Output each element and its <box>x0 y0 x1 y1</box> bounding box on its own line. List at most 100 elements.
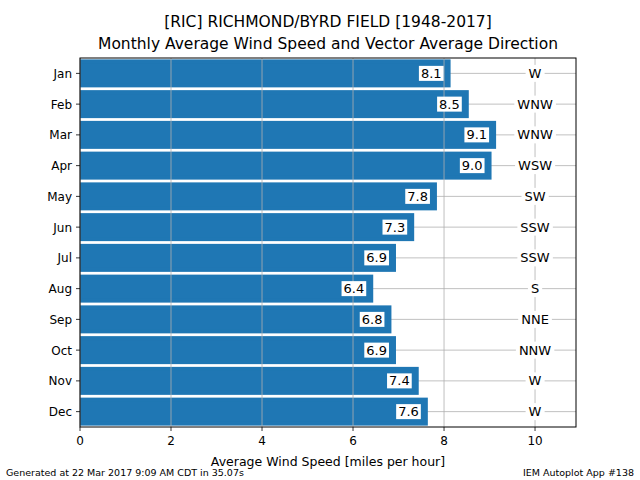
direction-label-bg <box>516 342 554 359</box>
bar <box>80 246 394 270</box>
direction-label: NNW <box>519 343 551 358</box>
footnote-right: IEM Autoplot App #138 <box>523 467 634 478</box>
title: [RIC] RICHMOND/BYRD FIELD [1948-2017] <box>164 13 492 31</box>
y-tick-label: Dec <box>49 405 72 419</box>
bar <box>80 277 371 301</box>
bar <box>80 400 426 424</box>
direction-label: WNW <box>517 127 553 142</box>
data-label-bg <box>364 250 389 265</box>
direction-label-bg <box>517 219 553 236</box>
y-tick <box>76 134 80 135</box>
direction-label-bg <box>528 280 542 297</box>
y-tick-label: Jan <box>53 67 73 81</box>
y-tick <box>76 411 80 412</box>
x-tick-label: 10 <box>527 434 542 448</box>
x-tick <box>262 427 263 431</box>
bar <box>80 338 394 362</box>
y-tick-label: May <box>47 190 72 204</box>
data-label-bg <box>364 343 389 358</box>
bar <box>80 92 467 116</box>
data-label: 6.9 <box>366 343 387 358</box>
bar <box>80 154 490 178</box>
data-label: 8.1 <box>421 66 442 81</box>
direction-label: SSW <box>520 220 550 235</box>
direction-label-bg <box>521 188 548 205</box>
x-tick <box>171 427 172 431</box>
data-label-bg <box>437 97 462 112</box>
subtitle: Monthly Average Wind Speed and Vector Av… <box>98 35 558 53</box>
data-label-bg <box>460 158 485 173</box>
x-tick-label: 6 <box>349 434 357 448</box>
direction-label: WNW <box>517 97 553 112</box>
data-label-bg <box>419 66 444 81</box>
grid-line-x <box>171 58 172 427</box>
bar <box>80 61 449 85</box>
data-label: 7.8 <box>407 189 428 204</box>
y-tick <box>76 165 80 166</box>
y-tick-label: Nov <box>49 374 72 388</box>
x-tick-label: 2 <box>167 434 175 448</box>
direction-label-bg <box>515 157 555 174</box>
y-tick <box>76 73 80 74</box>
footnote-left: Generated at 22 Mar 2017 9:09 AM CDT in … <box>6 467 244 478</box>
data-label: 9.1 <box>466 127 487 142</box>
direction-label: SSW <box>520 250 550 265</box>
direction-label-bg <box>526 403 545 420</box>
x-tick <box>353 427 354 431</box>
bars <box>80 61 494 423</box>
chart-container: WWNWWNWWSWSWSSWSSWSNNENNWWW8.18.59.19.07… <box>0 0 640 480</box>
x-tick <box>80 427 81 431</box>
direction-label: S <box>531 281 539 296</box>
y-tick-label: Mar <box>49 128 72 142</box>
grid-line-x <box>444 58 445 427</box>
y-tick-label: Aug <box>49 282 72 296</box>
y-tick <box>76 196 80 197</box>
data-label: 8.5 <box>439 97 460 112</box>
y-tick-label: Feb <box>51 98 72 112</box>
y-tick <box>76 227 80 228</box>
direction-label-bg <box>517 249 553 266</box>
data-label: 6.4 <box>344 281 365 296</box>
grid-line-x <box>535 58 536 427</box>
data-label: 7.6 <box>398 404 419 419</box>
y-tick <box>76 350 80 351</box>
y-tick <box>76 380 80 381</box>
direction-label: W <box>529 404 542 419</box>
y-tick <box>76 257 80 258</box>
y-tick <box>76 104 80 105</box>
direction-label: W <box>529 373 542 388</box>
x-tick-label: 8 <box>440 434 448 448</box>
data-label-bg <box>464 127 489 142</box>
data-label-bg <box>342 281 367 296</box>
y-tick <box>76 319 80 320</box>
chart-svg: WWNWWNWWSWSWSSWSSWSNNENNWWW8.18.59.19.07… <box>0 0 640 480</box>
data-label: 7.4 <box>389 373 410 388</box>
direction-label: WSW <box>518 158 552 173</box>
direction-label-bg <box>514 96 556 113</box>
x-tick-label: 4 <box>258 434 266 448</box>
data-label-bg <box>405 189 430 204</box>
background <box>0 0 640 480</box>
bar <box>80 215 412 239</box>
bar <box>80 307 389 331</box>
direction-label-bg <box>514 126 556 143</box>
data-label-bg <box>387 373 412 388</box>
y-tick-label: Jul <box>57 251 72 265</box>
x-axis-label: Average Wind Speed [miles per hour] <box>211 454 445 469</box>
data-label-bg <box>360 312 385 327</box>
direction-label: NNE <box>521 312 549 327</box>
plot-frame <box>80 58 576 427</box>
bar <box>80 123 494 147</box>
x-tick <box>535 427 536 431</box>
direction-label: SW <box>524 189 545 204</box>
data-label-bg <box>396 404 421 419</box>
grid-line-x <box>353 58 354 427</box>
direction-label-bg <box>526 372 545 389</box>
y-tick-label: Apr <box>51 159 72 173</box>
y-tick <box>76 288 80 289</box>
data-label: 6.9 <box>366 250 387 265</box>
data-label: 9.0 <box>462 158 483 173</box>
y-tick-label: Jun <box>52 221 72 235</box>
grid-line-x <box>262 58 263 427</box>
data-label: 6.8 <box>362 312 383 327</box>
